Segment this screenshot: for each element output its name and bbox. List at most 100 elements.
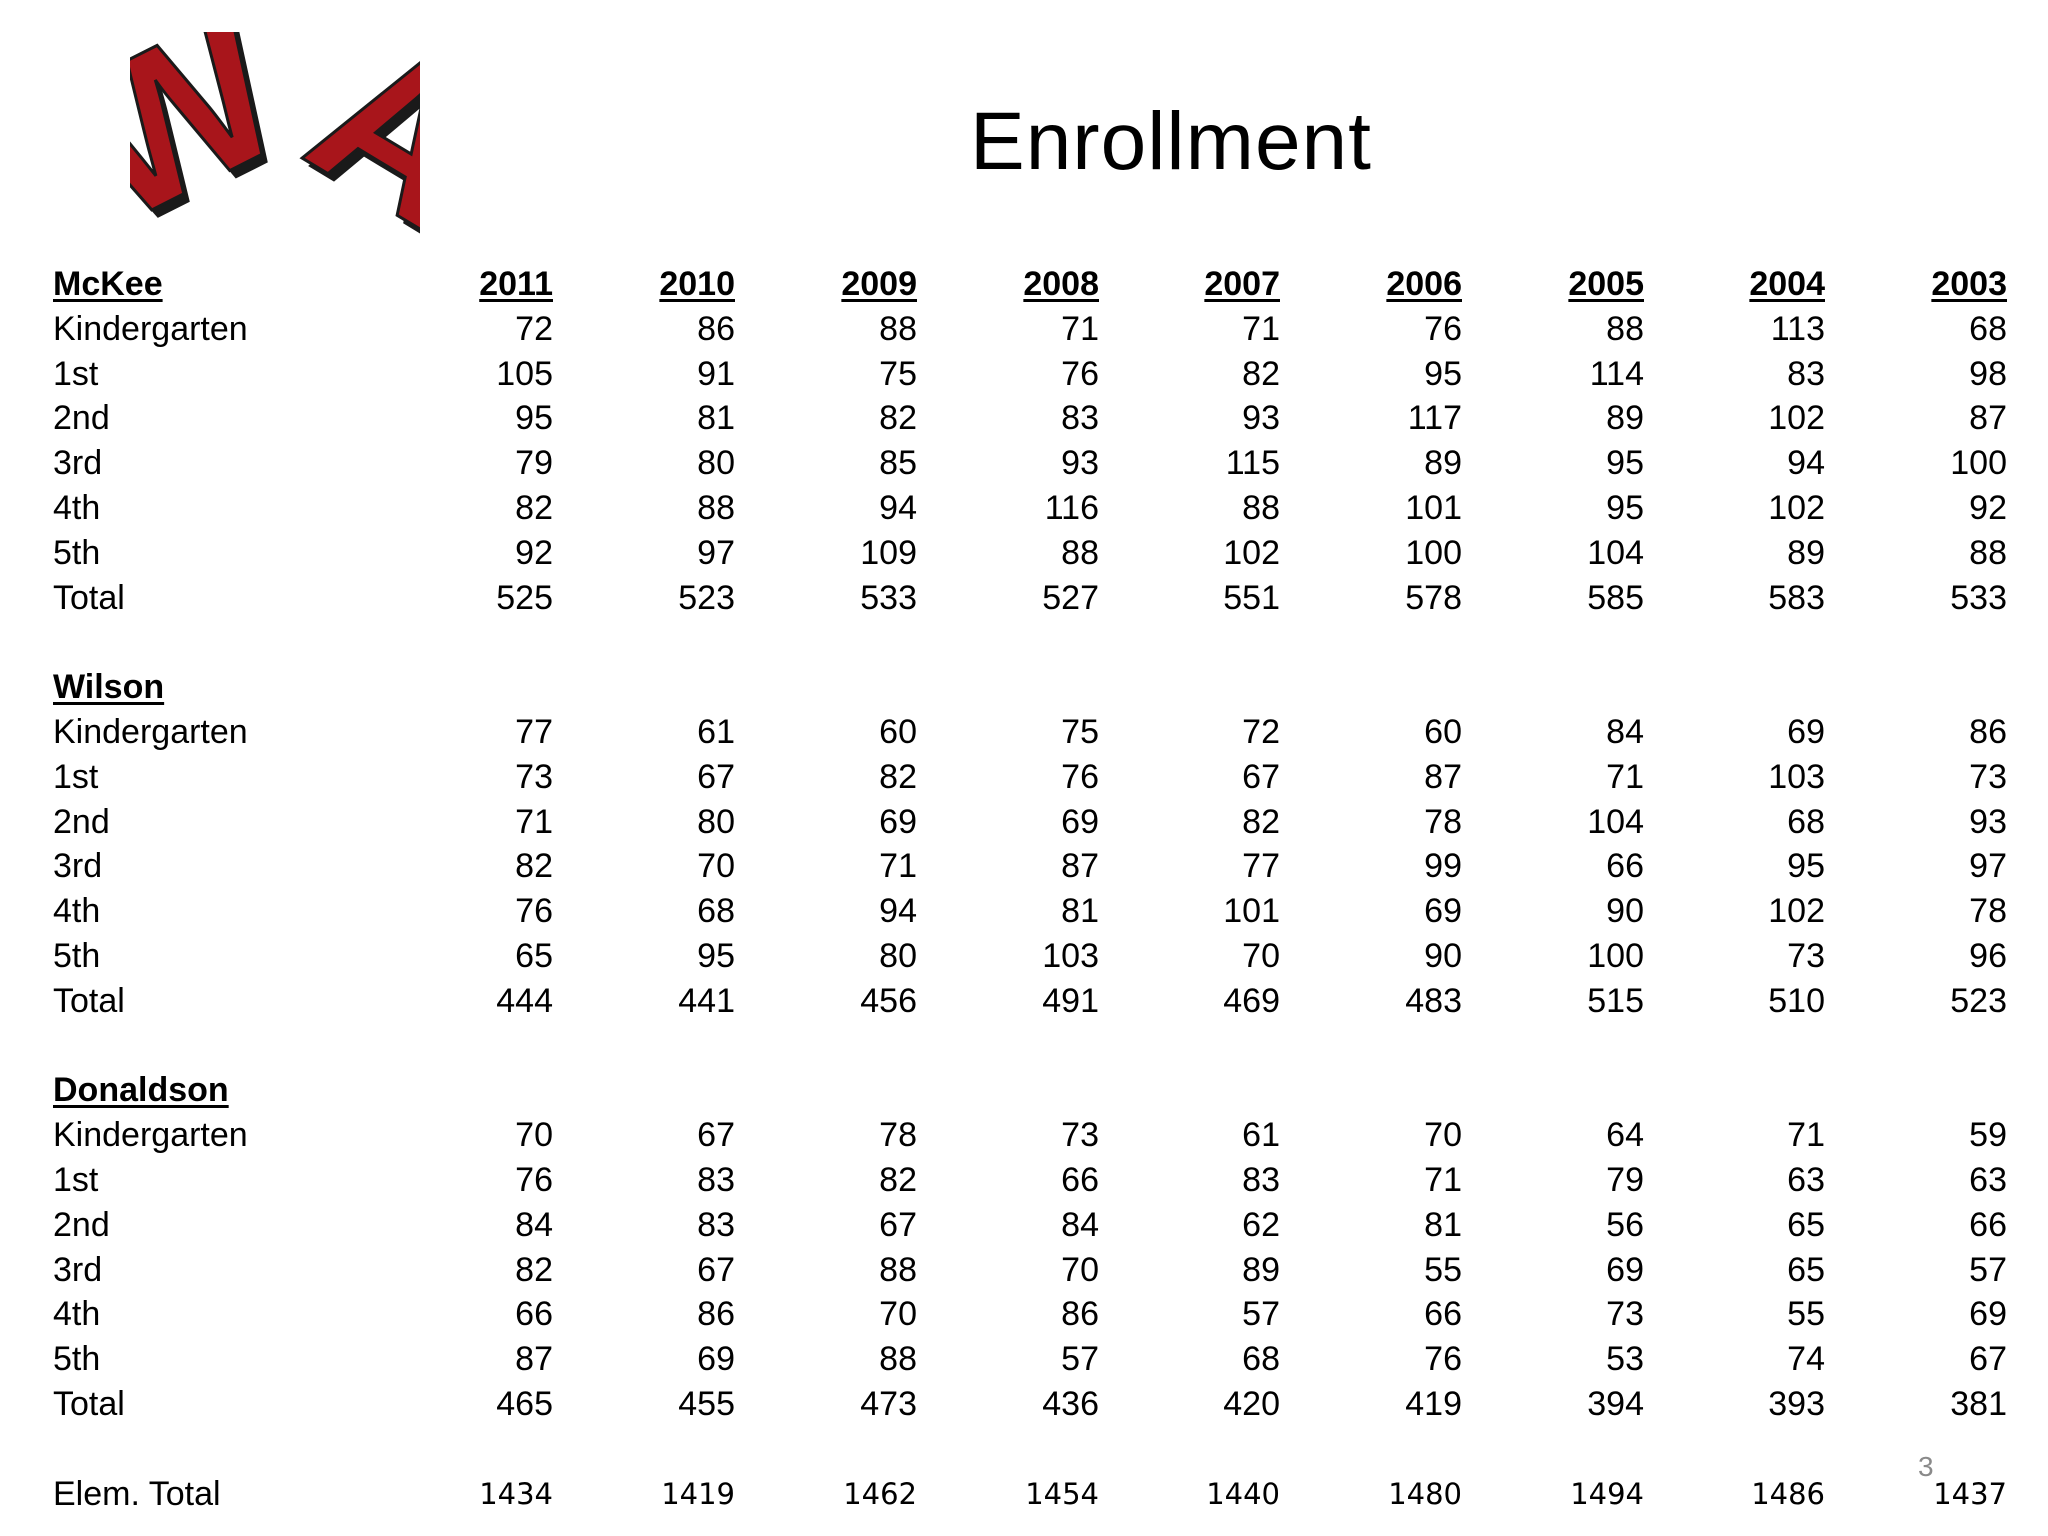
enrollment-value: 78: [1424, 802, 1462, 841]
enrollment-value: 55: [1787, 1295, 1825, 1334]
enrollment-value: 82: [515, 489, 553, 527]
enrollment-value: 65: [1787, 1250, 1825, 1289]
enrollment-value: 67: [1969, 1340, 2007, 1379]
enrollment-value: 82: [1242, 354, 1280, 393]
enrollment-value: 78: [879, 1116, 917, 1155]
year-header: 2004: [1749, 265, 1825, 303]
grade-row: Kindergarten 77 61 60 75 72 60 84 69 86: [0, 710, 2048, 754]
grade-row: 3rd 82 70 71 87 77 99 66 95 97: [0, 844, 2048, 888]
enrollment-value: 102: [1768, 489, 1825, 527]
row-label: Kindergarten: [53, 309, 248, 348]
enrollment-value: 71: [1606, 757, 1644, 796]
school-header-row: Wilson: [0, 665, 2048, 709]
enrollment-value: 69: [1061, 802, 1099, 841]
year-header: 2011: [479, 265, 553, 303]
year-header: 2010: [659, 265, 735, 303]
enrollment-value: 100: [1587, 937, 1644, 975]
row-label: 4th: [53, 489, 101, 527]
elementary-total-value: 1462: [843, 1476, 917, 1511]
enrollment-value: 103: [1042, 937, 1099, 975]
enrollment-value: 99: [1424, 847, 1462, 886]
enrollment-value: 94: [879, 489, 917, 527]
enrollment-value: 82: [879, 757, 917, 796]
enrollment-value: 515: [1587, 981, 1644, 1020]
enrollment-value: 66: [1606, 847, 1644, 886]
enrollment-value: 102: [1768, 399, 1825, 438]
enrollment-value: 66: [515, 1295, 553, 1334]
enrollment-value: 80: [697, 444, 735, 483]
enrollment-value: 59: [1969, 1116, 2007, 1155]
year-header: 2009: [841, 265, 917, 303]
enrollment-value: 82: [879, 399, 917, 438]
enrollment-value: 420: [1223, 1385, 1280, 1423]
grade-row: 1st 105 91 75 76 82 95 114 83 98: [0, 352, 2048, 396]
enrollment-value: 87: [1969, 399, 2007, 438]
enrollment-value: 103: [1768, 757, 1825, 796]
school-total-row: Total 444 441 456 491 469 483 515 510 523: [0, 979, 2048, 1023]
elementary-total-value: 1454: [1025, 1476, 1099, 1511]
grade-row: 5th 87 69 88 57 68 76 53 74 67: [0, 1337, 2048, 1381]
enrollment-value: 86: [697, 1295, 735, 1334]
row-label: Total: [53, 981, 125, 1020]
enrollment-value: 66: [1061, 1161, 1099, 1199]
grade-row: 5th 92 97 109 88 102 100 104 89 88: [0, 531, 2048, 575]
school-header-row: Donaldson: [0, 1068, 2048, 1112]
grade-row: 1st 73 67 82 76 67 87 71 103 73: [0, 755, 2048, 799]
enrollment-value: 87: [1424, 757, 1462, 796]
enrollment-value: 381: [1950, 1385, 2007, 1423]
grade-row: 4th 76 68 94 81 101 69 90 102 78: [0, 889, 2048, 933]
logo-fill-text: WA: [130, 32, 420, 247]
enrollment-value: 84: [1061, 1205, 1099, 1244]
enrollment-value: 578: [1405, 578, 1462, 617]
enrollment-value: 73: [1787, 937, 1825, 975]
elementary-total-value: 1419: [661, 1476, 735, 1511]
elementary-total-value: 1434: [479, 1476, 553, 1511]
enrollment-value: 71: [1787, 1116, 1825, 1155]
enrollment-value: 57: [1061, 1340, 1099, 1379]
enrollment-value: 82: [1242, 802, 1280, 841]
enrollment-value: 88: [1242, 489, 1280, 527]
enrollment-value: 81: [1061, 892, 1099, 931]
table-header-row: McKee 2011 2010 2009 2008 2007 2006 2005 2004 200…: [0, 262, 2048, 306]
enrollment-value: 88: [1061, 533, 1099, 572]
row-label: 3rd: [53, 444, 103, 483]
enrollment-value: 101: [1223, 892, 1280, 931]
enrollment-value: 102: [1223, 533, 1280, 572]
enrollment-value: 87: [1061, 847, 1099, 886]
enrollment-value: 76: [515, 1161, 553, 1199]
enrollment-value: 66: [1424, 1295, 1462, 1334]
enrollment-value: 90: [1606, 892, 1644, 931]
row-label: 3rd: [53, 847, 103, 886]
enrollment-value: 67: [879, 1205, 917, 1244]
logo-fill: WA: [130, 32, 420, 247]
grade-row: 3rd 82 67 88 70 89 55 69 65 57: [0, 1248, 2048, 1292]
grade-row: 4th 82 88 94 116 88 101 95 102 92: [0, 486, 2048, 530]
enrollment-value: 76: [1424, 309, 1462, 348]
enrollment-value: 73: [515, 757, 553, 796]
enrollment-value: 104: [1587, 533, 1644, 572]
enrollment-value: 469: [1223, 981, 1280, 1020]
row-label: Elem. Total: [53, 1474, 221, 1513]
enrollment-value: 89: [1242, 1250, 1280, 1289]
enrollment-value: 94: [1787, 444, 1825, 483]
row-label: Kindergarten: [53, 1116, 248, 1155]
enrollment-value: 77: [1242, 847, 1280, 886]
enrollment-value: 71: [515, 802, 553, 841]
enrollment-value: 83: [1242, 1161, 1280, 1199]
enrollment-value: 76: [1061, 354, 1099, 393]
enrollment-value: 75: [1061, 713, 1099, 751]
year-header: 2008: [1023, 265, 1099, 303]
enrollment-value: 95: [1606, 444, 1644, 483]
enrollment-value: 465: [496, 1385, 553, 1423]
enrollment-value: 455: [678, 1385, 735, 1423]
enrollment-value: 73: [1606, 1295, 1644, 1334]
elementary-total-value: 1437: [1933, 1476, 2007, 1511]
enrollment-value: 393: [1768, 1385, 1825, 1423]
enrollment-value: 81: [1424, 1205, 1462, 1244]
grade-row: 3rd 79 80 85 93 115 89 95 94 100: [0, 441, 2048, 485]
enrollment-value: 69: [1606, 1250, 1644, 1289]
enrollment-value: 67: [697, 757, 735, 796]
enrollment-value: 69: [697, 1340, 735, 1379]
enrollment-value: 60: [1424, 713, 1462, 751]
enrollment-value: 56: [1606, 1205, 1644, 1244]
